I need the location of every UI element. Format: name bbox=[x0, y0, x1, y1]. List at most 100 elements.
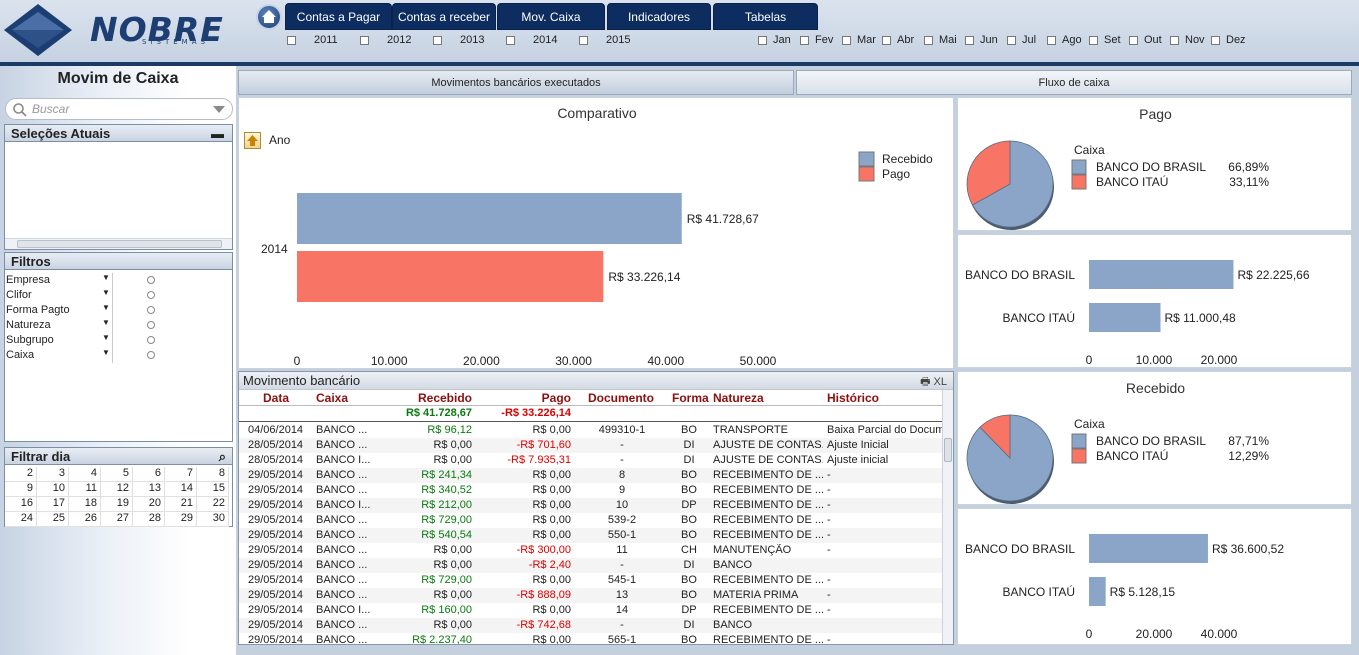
tab-movimentos-bancarios[interactable]: Movimentos bancários executados bbox=[238, 70, 794, 95]
checkbox[interactable] bbox=[800, 35, 809, 45]
export-xl-button[interactable]: 🖶 XL bbox=[920, 376, 947, 388]
day-21[interactable]: 21 bbox=[165, 497, 197, 512]
month-option-abr[interactable]: Abr bbox=[882, 33, 914, 47]
month-option-mar[interactable]: Mar bbox=[842, 33, 876, 47]
month-option-fev[interactable]: Fev bbox=[800, 33, 833, 47]
day-26[interactable]: 26 bbox=[69, 512, 101, 527]
day-24[interactable]: 24 bbox=[5, 512, 37, 527]
table-row[interactable]: 29/05/2014 BANCO ... R$ 729,00 R$ 0,00 539-2… bbox=[239, 513, 943, 528]
dropdown-icon[interactable]: ▼ bbox=[102, 333, 110, 342]
home-button[interactable] bbox=[256, 4, 282, 30]
dropdown-icon[interactable]: ▼ bbox=[102, 348, 110, 357]
day-14[interactable]: 14 bbox=[165, 482, 197, 497]
column-header[interactable]: Data bbox=[263, 391, 290, 405]
filter-natureza[interactable]: Natureza ▼ bbox=[5, 318, 232, 333]
vertical-scrollbar[interactable] bbox=[942, 390, 953, 644]
day-2[interactable]: 2 bbox=[5, 467, 37, 482]
day-20[interactable]: 20 bbox=[133, 497, 165, 512]
day-9[interactable]: 9 bbox=[5, 482, 37, 497]
filter-radio[interactable] bbox=[147, 336, 155, 344]
column-header[interactable]: Natureza bbox=[713, 391, 764, 405]
table-row[interactable]: 29/05/2014 BANCO I... R$ 160,00 R$ 0,00 14 DP… bbox=[239, 603, 943, 618]
month-option-out[interactable]: Out bbox=[1129, 33, 1162, 47]
checkbox[interactable] bbox=[433, 35, 442, 45]
day-28[interactable]: 28 bbox=[133, 512, 165, 527]
table-row[interactable]: 28/05/2014 BANCO ... R$ 0,00 -R$ 701,60 - DI A… bbox=[239, 438, 943, 453]
filter-forma-pagto[interactable]: Forma Pagto ▼ bbox=[5, 303, 232, 318]
pie-slice-banco-itaú[interactable] bbox=[966, 140, 1011, 206]
pie-slice-banco-itaú[interactable] bbox=[979, 414, 1011, 459]
day-13[interactable]: 13 bbox=[133, 482, 165, 497]
day-22[interactable]: 22 bbox=[197, 497, 229, 512]
table-row[interactable]: 04/06/2014 BANCO ... R$ 96,12 R$ 0,00 499310… bbox=[239, 423, 943, 438]
checkbox[interactable] bbox=[842, 35, 851, 45]
table-row[interactable]: 29/05/2014 BANCO ... R$ 729,00 R$ 0,00 545-1… bbox=[239, 573, 943, 588]
checkbox[interactable] bbox=[882, 35, 891, 45]
search-input[interactable]: Buscar bbox=[5, 98, 233, 120]
day-29[interactable]: 29 bbox=[165, 512, 197, 527]
filter-caixa[interactable]: Caixa ▼ bbox=[5, 348, 232, 363]
table-row[interactable]: 29/05/2014 BANCO ... R$ 241,34 R$ 0,00 8 BO RE… bbox=[239, 468, 943, 483]
scrollbar-thumb[interactable] bbox=[944, 438, 952, 462]
filter-radio[interactable] bbox=[147, 276, 155, 284]
bar-banco-itaú[interactable] bbox=[1089, 303, 1161, 332]
day-19[interactable]: 19 bbox=[101, 497, 133, 512]
checkbox[interactable] bbox=[758, 35, 767, 45]
year-option-2015[interactable]: 2015 bbox=[579, 33, 630, 47]
drill-up-icon[interactable] bbox=[244, 132, 261, 149]
checkbox[interactable] bbox=[1007, 35, 1016, 45]
checkbox[interactable] bbox=[924, 35, 933, 45]
table-row[interactable]: 29/05/2014 BANCO I... R$ 212,00 R$ 0,00 10 DP… bbox=[239, 498, 943, 513]
table-row[interactable]: 29/05/2014 BANCO ... R$ 0,00 -R$ 2,40 - DI BAN… bbox=[239, 558, 943, 573]
nav-tab-4[interactable]: Tabelas bbox=[713, 3, 818, 30]
minimize-icon[interactable]: ▬ bbox=[211, 126, 224, 141]
year-option-2011[interactable]: 2011 bbox=[287, 33, 338, 47]
day-6[interactable]: 6 bbox=[133, 467, 165, 482]
table-row[interactable]: 29/05/2014 BANCO ... R$ 0,00 -R$ 742,68 - DI B… bbox=[239, 618, 943, 633]
dropdown-icon[interactable]: ▼ bbox=[102, 318, 110, 327]
checkbox[interactable] bbox=[1089, 35, 1098, 45]
table-row[interactable]: 29/05/2014 BANCO ... R$ 340,52 R$ 0,00 9 BO RE… bbox=[239, 483, 943, 498]
bar-banco-do-brasil[interactable] bbox=[1089, 260, 1234, 289]
day-4[interactable]: 4 bbox=[69, 467, 101, 482]
chevron-down-icon[interactable] bbox=[212, 105, 226, 115]
filter-radio[interactable] bbox=[147, 351, 155, 359]
bar-banco-itaú[interactable] bbox=[1089, 577, 1106, 606]
year-option-2013[interactable]: 2013 bbox=[433, 33, 484, 47]
month-option-set[interactable]: Set bbox=[1089, 33, 1121, 47]
bar-recebido[interactable] bbox=[297, 193, 682, 244]
day-18[interactable]: 18 bbox=[69, 497, 101, 512]
day-3[interactable]: 3 bbox=[37, 467, 69, 482]
nav-tab-2[interactable]: Mov. Caixa bbox=[497, 3, 605, 30]
table-row[interactable]: 29/05/2014 BANCO ... R$ 540,54 R$ 0,00 550-1… bbox=[239, 528, 943, 543]
day-30[interactable]: 30 bbox=[197, 512, 229, 527]
day-5[interactable]: 5 bbox=[101, 467, 133, 482]
day-27[interactable]: 27 bbox=[101, 512, 133, 527]
month-option-ago[interactable]: Ago bbox=[1047, 33, 1082, 47]
pie-slice-banco-do-brasil[interactable] bbox=[971, 140, 1054, 228]
column-header[interactable]: Recebido bbox=[417, 391, 472, 405]
column-header[interactable]: Forma bbox=[672, 391, 709, 405]
month-option-nov[interactable]: Nov bbox=[1170, 33, 1205, 47]
nav-tab-3[interactable]: Indicadores bbox=[607, 3, 711, 30]
search-icon[interactable]: ⌕ bbox=[218, 449, 226, 464]
checkbox[interactable] bbox=[1047, 35, 1056, 45]
day-10[interactable]: 10 bbox=[37, 482, 69, 497]
month-option-jan[interactable]: Jan bbox=[758, 33, 791, 47]
scrollbar-thumb[interactable] bbox=[17, 240, 222, 248]
day-17[interactable]: 17 bbox=[37, 497, 69, 512]
day-12[interactable]: 12 bbox=[101, 482, 133, 497]
horizontal-scrollbar[interactable] bbox=[5, 238, 232, 249]
filter-radio[interactable] bbox=[147, 306, 155, 314]
month-option-mai[interactable]: Mai bbox=[924, 33, 957, 47]
day-7[interactable]: 7 bbox=[165, 467, 197, 482]
tab-fluxo-de-caixa[interactable]: Fluxo de caixa bbox=[796, 70, 1352, 95]
checkbox[interactable] bbox=[1211, 35, 1220, 45]
table-row[interactable]: 29/05/2014 BANCO ... R$ 0,00 -R$ 300,00 11 CH… bbox=[239, 543, 943, 558]
day-8[interactable]: 8 bbox=[197, 467, 229, 482]
nav-tab-1[interactable]: Contas a receber bbox=[392, 3, 496, 30]
day-11[interactable]: 11 bbox=[69, 482, 101, 497]
filter-radio[interactable] bbox=[147, 321, 155, 329]
dropdown-icon[interactable]: ▼ bbox=[102, 288, 110, 297]
checkbox[interactable] bbox=[287, 35, 296, 45]
